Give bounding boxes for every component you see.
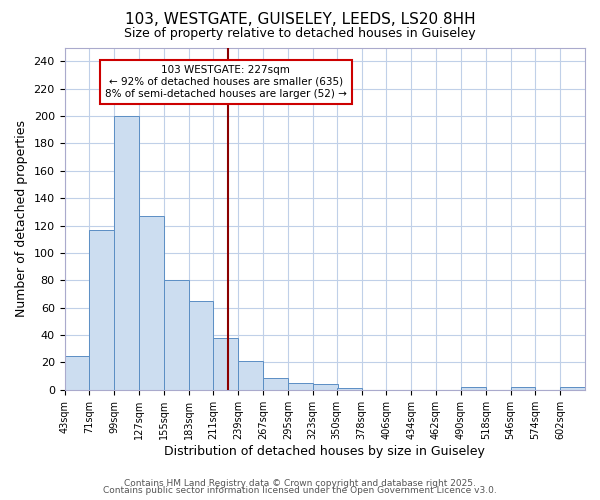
- Bar: [263, 378, 288, 390]
- Bar: [461, 387, 485, 390]
- Bar: [238, 361, 263, 390]
- Text: Contains HM Land Registry data © Crown copyright and database right 2025.: Contains HM Land Registry data © Crown c…: [124, 478, 476, 488]
- X-axis label: Distribution of detached houses by size in Guiseley: Distribution of detached houses by size …: [164, 444, 485, 458]
- Bar: [560, 387, 585, 390]
- Bar: [337, 388, 362, 390]
- Bar: [139, 216, 164, 390]
- Text: Contains public sector information licensed under the Open Government Licence v3: Contains public sector information licen…: [103, 486, 497, 495]
- Bar: [511, 387, 535, 390]
- Bar: [89, 230, 114, 390]
- Text: 103, WESTGATE, GUISELEY, LEEDS, LS20 8HH: 103, WESTGATE, GUISELEY, LEEDS, LS20 8HH: [125, 12, 475, 28]
- Bar: [288, 383, 313, 390]
- Bar: [114, 116, 139, 390]
- Bar: [214, 338, 238, 390]
- Text: Size of property relative to detached houses in Guiseley: Size of property relative to detached ho…: [124, 28, 476, 40]
- Bar: [65, 356, 89, 390]
- Bar: [164, 280, 188, 390]
- Text: 103 WESTGATE: 227sqm
← 92% of detached houses are smaller (635)
8% of semi-detac: 103 WESTGATE: 227sqm ← 92% of detached h…: [105, 66, 347, 98]
- Bar: [313, 384, 338, 390]
- Bar: [188, 301, 214, 390]
- Y-axis label: Number of detached properties: Number of detached properties: [15, 120, 28, 317]
